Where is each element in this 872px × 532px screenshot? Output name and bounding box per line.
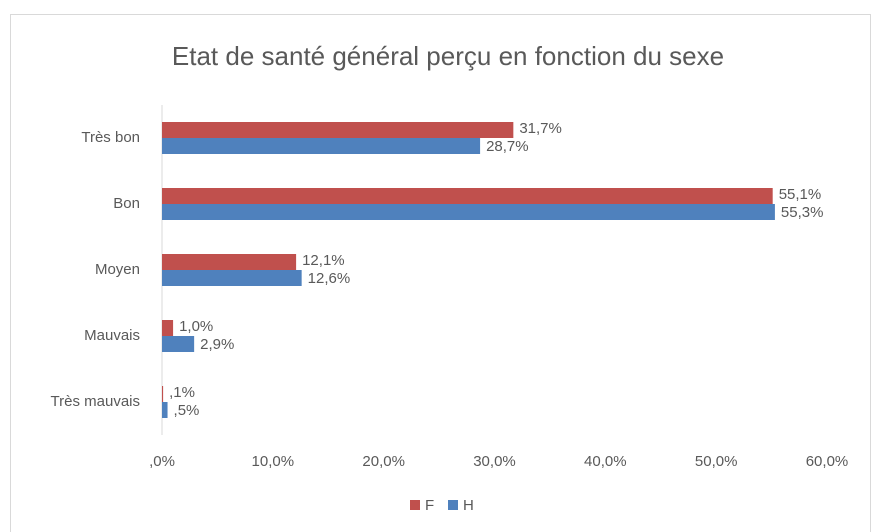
value-label: 55,1%	[779, 186, 822, 203]
bar	[162, 320, 174, 336]
y-tick-label: Mauvais	[84, 327, 140, 344]
x-tick-label: 20,0%	[362, 453, 405, 470]
bar	[162, 254, 297, 270]
bar	[162, 122, 514, 138]
chart-border	[10, 14, 871, 532]
value-label: ,1%	[169, 384, 195, 401]
y-tick-label: Très bon	[81, 129, 140, 146]
legend-label: H	[463, 497, 474, 514]
x-tick-label: 40,0%	[584, 453, 627, 470]
x-tick-label: 50,0%	[695, 453, 738, 470]
bar	[162, 204, 775, 220]
value-label: 2,9%	[200, 336, 234, 353]
x-tick-label: ,0%	[149, 453, 175, 470]
value-label: 55,3%	[781, 204, 824, 221]
chart-title: Etat de santé général perçu en fonction …	[172, 41, 724, 71]
y-tick-label: Bon	[113, 195, 140, 212]
value-label: 1,0%	[179, 318, 213, 335]
value-label: ,5%	[174, 402, 200, 419]
bar	[162, 188, 773, 204]
value-label: 12,6%	[308, 270, 351, 287]
value-label: 12,1%	[302, 252, 345, 269]
bar	[162, 138, 481, 154]
legend-swatch	[410, 500, 420, 510]
y-tick-label: Très mauvais	[51, 393, 140, 410]
value-label: 31,7%	[519, 120, 562, 137]
bar	[162, 402, 168, 418]
value-label: 28,7%	[486, 138, 529, 155]
bar	[162, 386, 164, 402]
legend-label: F	[425, 497, 434, 514]
x-tick-label: 60,0%	[806, 453, 849, 470]
x-tick-label: 10,0%	[252, 453, 295, 470]
legend-swatch	[448, 500, 458, 510]
bar	[162, 336, 195, 352]
y-tick-label: Moyen	[95, 261, 140, 278]
bar	[162, 270, 302, 286]
x-tick-label: 30,0%	[473, 453, 516, 470]
